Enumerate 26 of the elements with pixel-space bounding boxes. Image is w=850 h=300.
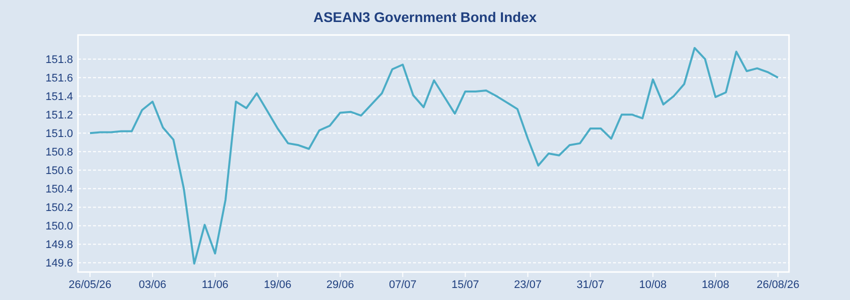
- y-tick-label: 150.6: [45, 165, 73, 178]
- x-tick-label: 07/07: [388, 279, 416, 291]
- line-series: [89, 46, 779, 265]
- x-tick-label: 03/06: [138, 279, 166, 291]
- x-tick-label: 31/07: [576, 279, 604, 291]
- x-tick-label: 29/06: [326, 279, 354, 291]
- y-tick-label: 150.8: [45, 146, 73, 158]
- x-tick-label: 23/07: [514, 279, 542, 291]
- x-tick-label: 10/08: [639, 279, 667, 291]
- chart-title: ASEAN3 Government Bond Index: [313, 9, 537, 25]
- y-tick-label: 150.4: [45, 184, 73, 196]
- x-tick-label: 26/05/26: [68, 279, 112, 291]
- x-tick-label: 19/06: [264, 279, 292, 291]
- x-tick-label: 26/08/26: [756, 279, 800, 291]
- x-tick-label: 15/07: [452, 279, 480, 291]
- x-tick-label: 18/08: [702, 279, 730, 291]
- x-tick-label: 11/06: [202, 279, 228, 291]
- y-tick-label: 151.2: [45, 109, 73, 122]
- y-tick-label: 149.6: [45, 258, 73, 270]
- y-tick-label: 150.0: [45, 220, 73, 233]
- y-tick-label: 151.4: [45, 90, 73, 103]
- y-tick-label: 149.8: [45, 239, 73, 252]
- y-tick-label: 150.2: [45, 202, 73, 214]
- y-tick-label: 151.8: [45, 54, 73, 66]
- y-tick-label: 151.0: [45, 128, 73, 140]
- y-tick-label: 151.6: [45, 72, 73, 84]
